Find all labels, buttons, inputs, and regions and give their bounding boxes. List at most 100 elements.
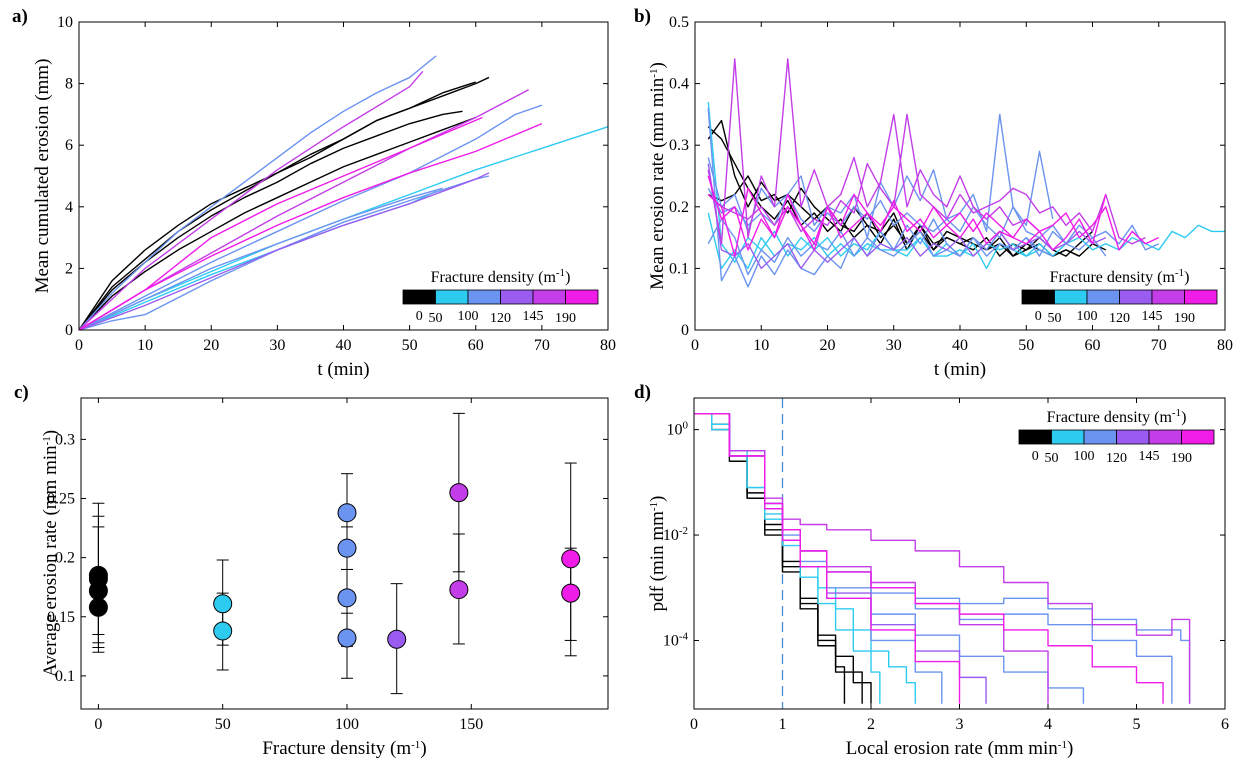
series-line-100 bbox=[707, 108, 1107, 288]
x-axis-label: Local erosion rate (mm min-1) bbox=[846, 738, 1074, 759]
a-legend-swatch-50 bbox=[435, 289, 469, 305]
series-line-100 bbox=[707, 218, 1054, 276]
series-line-190 bbox=[694, 413, 1164, 704]
b-legend-label-120: 120 bbox=[1109, 311, 1130, 326]
x-tick-label: 60 bbox=[1085, 337, 1101, 354]
data-point-50 bbox=[213, 594, 233, 614]
y-tick-label: 8 bbox=[65, 76, 73, 93]
y-axis-label: Mean erosion rate (mm min-1) bbox=[647, 62, 668, 290]
plot-area bbox=[694, 398, 1191, 709]
data-point-0 bbox=[88, 597, 108, 617]
x-tick-label: 70 bbox=[1151, 337, 1167, 354]
y-tick-label: 0.1 bbox=[55, 668, 75, 685]
y-tick-label: 0.2 bbox=[669, 199, 689, 216]
x-tick-label: 40 bbox=[336, 337, 352, 354]
series-line-100 bbox=[707, 187, 1160, 251]
y-tick-label: 0.1 bbox=[669, 260, 689, 277]
series-line-0 bbox=[694, 413, 863, 704]
d-legend-swatch-120 bbox=[1116, 429, 1150, 445]
d-legend-label-120: 120 bbox=[1106, 451, 1127, 466]
y-tick-label: 10-4 bbox=[663, 630, 689, 649]
a-legend-label-100: 100 bbox=[458, 309, 479, 324]
d-legend-label-50: 50 bbox=[1045, 451, 1059, 466]
a-legend-swatch-0 bbox=[402, 289, 436, 305]
x-tick-label: 4 bbox=[1044, 716, 1052, 733]
x-tick-label: 30 bbox=[886, 337, 902, 354]
y-tick-label: 10-2 bbox=[663, 525, 688, 544]
series-line-145 bbox=[79, 70, 424, 330]
panel-letter: d) bbox=[634, 382, 651, 403]
series-line-0 bbox=[694, 413, 846, 704]
axes-frame bbox=[78, 21, 609, 331]
data-point-100 bbox=[337, 503, 357, 523]
x-tick-label: 10 bbox=[753, 337, 769, 354]
x-tick-label: 40 bbox=[952, 337, 968, 354]
plot-area bbox=[707, 58, 1225, 288]
panel-letter: c) bbox=[14, 382, 29, 403]
d-legend-swatch-190 bbox=[1181, 429, 1215, 445]
y-tick-label: 6 bbox=[65, 137, 73, 154]
d-legend-swatch-0 bbox=[1018, 429, 1052, 445]
x-tick-label: 0 bbox=[94, 716, 102, 733]
x-tick-label: 150 bbox=[459, 716, 483, 733]
series-line-100 bbox=[79, 55, 437, 330]
data-point-145 bbox=[449, 580, 469, 600]
panel-d: d) 0 1 2 3 4 5 6 10-4 10-2 100 Local erosion rate (… bbox=[634, 382, 1229, 759]
d-legend-swatch-100 bbox=[1083, 429, 1117, 445]
series-line-145 bbox=[707, 113, 1146, 245]
d-legend-label-190: 190 bbox=[1171, 451, 1192, 466]
b-legend-swatch-50 bbox=[1054, 289, 1088, 305]
x-axis-label: t (min) bbox=[934, 359, 986, 380]
x-tick-label: 70 bbox=[534, 337, 550, 354]
plot-area bbox=[79, 55, 608, 330]
x-tick-label: 3 bbox=[956, 716, 964, 733]
x-tick-label: 0 bbox=[75, 337, 83, 354]
b-legend-swatch-100 bbox=[1086, 289, 1120, 305]
d-legend-label-100: 100 bbox=[1074, 449, 1095, 464]
a-legend-label-145: 145 bbox=[523, 309, 544, 324]
series-line-50 bbox=[694, 413, 881, 704]
x-tick-label: 100 bbox=[335, 716, 359, 733]
x-tick-label: 50 bbox=[215, 716, 231, 733]
b-legend-swatch-0 bbox=[1021, 289, 1055, 305]
b-legend-label-50: 50 bbox=[1048, 311, 1062, 326]
x-tick-label: 1 bbox=[779, 716, 787, 733]
d-legend-label-0: 0 bbox=[1032, 449, 1039, 464]
series-line-120 bbox=[694, 413, 987, 704]
series-line-0 bbox=[79, 81, 476, 330]
data-point-100 bbox=[337, 588, 357, 608]
series-line-0 bbox=[707, 175, 1093, 257]
y-axis-label: Average erosion rate (mm min-1) bbox=[40, 430, 61, 677]
d-legend-title: Fracture density (m-1) bbox=[1047, 407, 1187, 426]
a-legend-swatch-120 bbox=[500, 289, 534, 305]
x-tick-label: 20 bbox=[820, 337, 836, 354]
y-tick-label: 100 bbox=[667, 420, 689, 439]
series-line-190 bbox=[707, 187, 1107, 257]
b-legend-swatch-190 bbox=[1184, 289, 1218, 305]
a-legend-label-190: 190 bbox=[555, 311, 576, 326]
b-legend-label-190: 190 bbox=[1174, 311, 1195, 326]
series-line-100 bbox=[79, 104, 543, 330]
series-line-50 bbox=[707, 102, 1225, 263]
y-tick-label: 0.5 bbox=[669, 14, 689, 31]
x-tick-label: 30 bbox=[269, 337, 285, 354]
y-tick-label: 4 bbox=[65, 199, 73, 216]
panel-letter: b) bbox=[634, 6, 651, 27]
data-point-120 bbox=[387, 629, 407, 649]
x-tick-label: 60 bbox=[468, 337, 484, 354]
x-tick-label: 80 bbox=[1217, 337, 1233, 354]
series-line-145 bbox=[694, 413, 1191, 704]
x-axis-label: Fracture density (m-1) bbox=[262, 738, 426, 759]
d-legend-label-145: 145 bbox=[1139, 449, 1160, 464]
d-legend-swatch-50 bbox=[1051, 429, 1085, 445]
panel-c: c) 0 50 100 150 0.1 0.15 0.2 0.25 0.3 Fracture den… bbox=[14, 382, 609, 759]
b-legend-label-0: 0 bbox=[1035, 309, 1042, 324]
series-line-0 bbox=[79, 116, 476, 330]
y-tick-label: 0.25 bbox=[47, 491, 75, 508]
y-tick-label: 0 bbox=[681, 322, 689, 339]
series-line-190 bbox=[79, 116, 483, 330]
b-legend-title: Fracture density (m-1) bbox=[1050, 267, 1190, 286]
data-point-145 bbox=[449, 483, 469, 503]
x-tick-label: 80 bbox=[600, 337, 616, 354]
